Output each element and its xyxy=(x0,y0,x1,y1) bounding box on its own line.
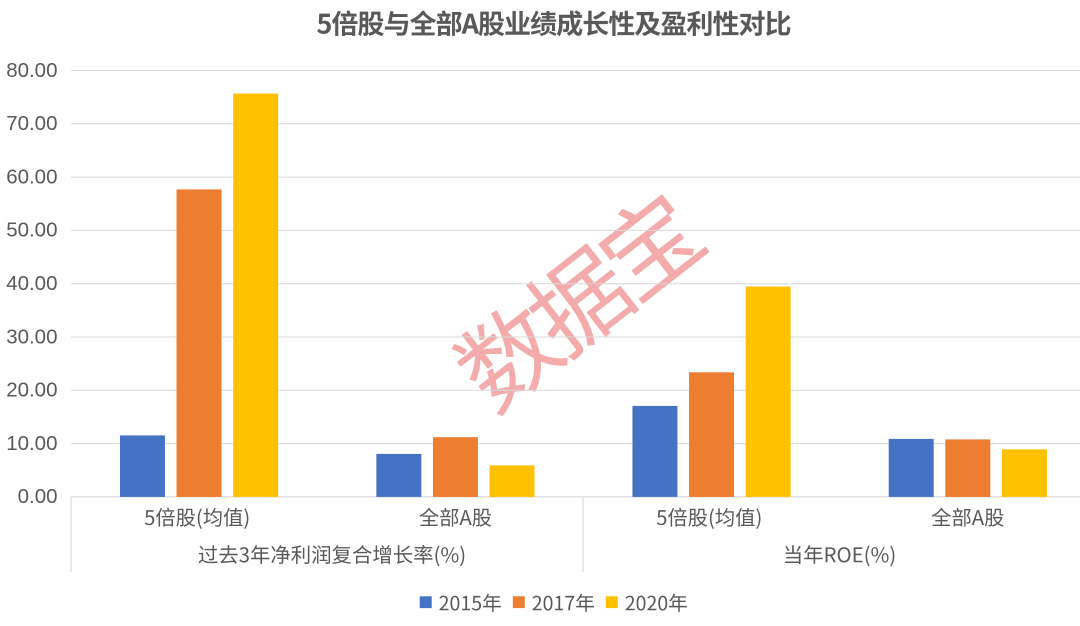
svg-text:0.00: 0.00 xyxy=(18,485,58,508)
svg-text:80.00: 80.00 xyxy=(6,59,57,82)
svg-text:40.00: 40.00 xyxy=(6,272,57,295)
svg-text:50.00: 50.00 xyxy=(6,219,57,242)
svg-text:20.00: 20.00 xyxy=(6,379,57,402)
svg-text:30.00: 30.00 xyxy=(6,325,57,348)
svg-text:60.00: 60.00 xyxy=(6,165,57,188)
svg-text:10.00: 10.00 xyxy=(6,432,57,455)
svg-text:70.00: 70.00 xyxy=(6,112,57,135)
